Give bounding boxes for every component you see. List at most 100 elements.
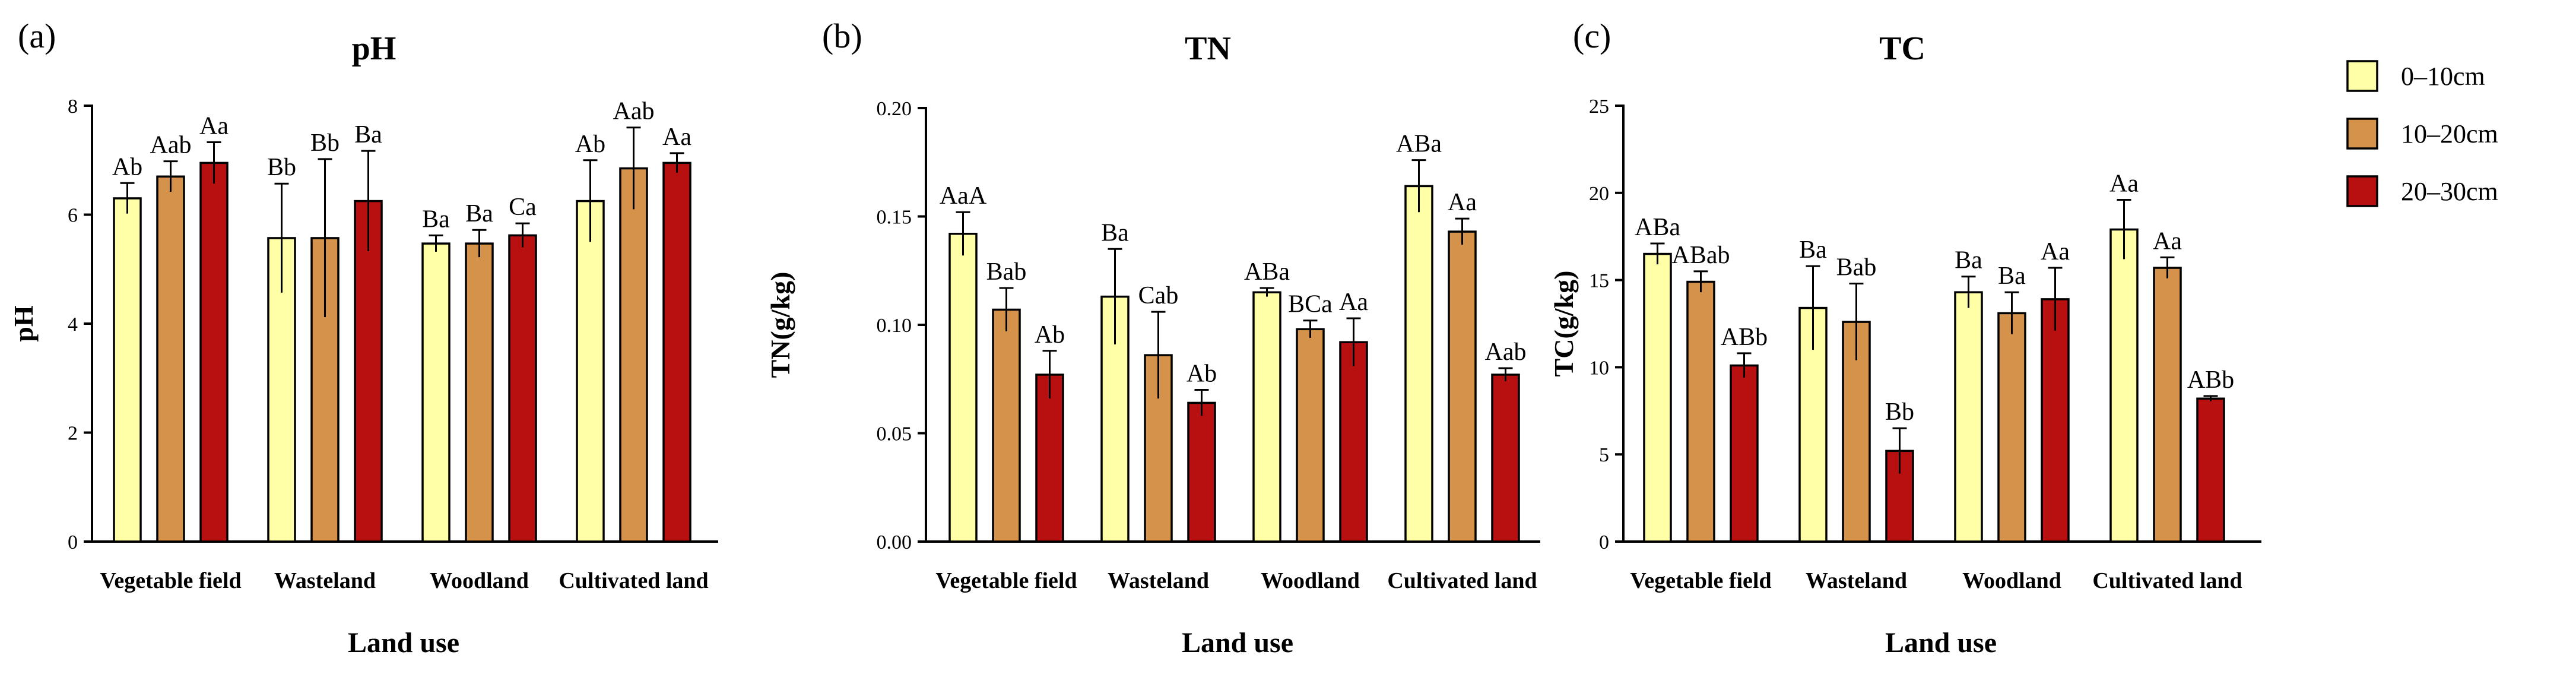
x-axis-label: Land use (348, 627, 459, 659)
bar-0–10cm-Cultivated land (1404, 185, 1433, 543)
y-tick-label: 0.05 (877, 423, 912, 445)
bar-0–10cm-Vegetable field (1643, 252, 1672, 543)
significance-label: Ab (1035, 321, 1065, 349)
legend-swatch (2346, 60, 2378, 92)
bar-10–20cm-Cultivated land (2153, 267, 2182, 543)
x-tick-label: Vegetable field (935, 568, 1077, 593)
legend-label: 0–10cm (2401, 62, 2485, 91)
significance-label: Aa (662, 124, 691, 151)
significance-label: Ba (1955, 247, 1982, 274)
significance-label: Bab (1836, 254, 1877, 281)
significance-label: ABab (1672, 242, 1730, 269)
bar-0–10cm-Vegetable field (948, 232, 978, 543)
significance-label: Bb (310, 129, 340, 157)
significance-label: Aa (2041, 238, 2070, 265)
y-tick-label: 0.20 (877, 98, 912, 120)
y-tick-label: 0 (1599, 531, 1609, 553)
x-tick-label: Woodland (430, 568, 529, 593)
y-tick-label: 0 (68, 531, 78, 553)
bar-20–30cm-Wasteland (1187, 401, 1216, 543)
y-tick-label: 25 (1589, 96, 1609, 118)
y-axis-label: TC(g/kg) (1549, 271, 1579, 377)
significance-label: Ca (509, 194, 537, 221)
bar-20–30cm-Woodland (508, 234, 537, 543)
y-tick-label: 4 (68, 314, 78, 336)
x-tick-label: Wasteland (1108, 568, 1209, 593)
x-axis-label: Land use (1182, 627, 1293, 659)
bar-20–30cm-Woodland (1339, 341, 1368, 543)
bar-0–10cm-Woodland (1252, 291, 1281, 543)
bar-20–30cm-Cultivated land (1491, 374, 1520, 543)
significance-label: Ba (1799, 236, 1827, 264)
x-axis-label: Land use (1885, 627, 1997, 659)
chart-title: pH (352, 30, 396, 67)
x-tick-label: Woodland (1962, 568, 2061, 593)
bar-20–30cm-Cultivated land (2196, 397, 2225, 543)
significance-label: ABb (2187, 366, 2234, 394)
bar-20–30cm-Vegetable field (1730, 364, 1759, 543)
significance-label: Ba (354, 121, 382, 148)
significance-label: Cab (1138, 282, 1179, 309)
x-tick-label: Wasteland (1806, 568, 1907, 593)
chart-title: TN (1185, 30, 1231, 67)
x-tick-label: Woodland (1261, 568, 1360, 593)
y-tick-label: 15 (1589, 270, 1609, 292)
significance-label: Aa (2153, 227, 2182, 255)
bar-10–20cm-Vegetable field (1686, 280, 1715, 543)
significance-label: ABa (1396, 131, 1442, 158)
significance-label: Bb (1885, 398, 1914, 426)
significance-label: Ba (465, 200, 493, 227)
significance-label: ABb (1721, 324, 1768, 351)
significance-label: Ab (575, 131, 605, 158)
significance-label: Aa (1339, 289, 1368, 316)
y-axis-label: pH (8, 305, 39, 342)
significance-label: Aa (2109, 170, 2139, 198)
bar-10–20cm-Woodland (1997, 312, 2026, 543)
bar-10–20cm-Cultivated land (1448, 230, 1477, 543)
y-axis-label: TN(g/kg) (765, 272, 795, 378)
bar-20–30cm-Cultivated land (662, 162, 691, 543)
significance-label: Aab (150, 132, 192, 159)
x-tick-label: Cultivated land (1387, 568, 1537, 593)
y-tick-label: 10 (1589, 357, 1609, 379)
bar-10–20cm-Woodland (1296, 328, 1325, 543)
significance-label: Aa (199, 112, 229, 140)
bar-0–10cm-Wasteland (267, 237, 296, 543)
x-tick-label: Cultivated land (2092, 568, 2242, 593)
y-tick-label: 0.00 (877, 531, 912, 553)
panel-label: (a) (18, 17, 56, 55)
y-tick-label: 0.15 (877, 207, 912, 229)
legend-swatch (2346, 175, 2378, 207)
bar-10–20cm-Vegetable field (156, 175, 185, 543)
significance-label: ABa (1244, 258, 1290, 286)
significance-label: AaA (940, 182, 987, 210)
panel-label: (b) (822, 17, 862, 55)
significance-label: Bb (267, 154, 296, 181)
y-tick-label: 8 (68, 96, 78, 118)
legend-label: 10–20cm (2401, 119, 2498, 148)
x-tick-label: Vegetable field (1630, 568, 1771, 593)
significance-label: Ba (422, 205, 450, 233)
y-tick-label: 5 (1599, 444, 1609, 466)
significance-label: Ab (112, 153, 142, 181)
significance-label: Aab (1485, 338, 1527, 366)
legend: 0–10cm 10–20cm 20–30cm (2346, 60, 2498, 207)
y-tick-label: 0.10 (877, 315, 912, 337)
significance-label: Aa (1448, 189, 1477, 216)
bar-10–20cm-Woodland (465, 242, 494, 543)
x-tick-label: Cultivated land (559, 568, 708, 593)
significance-label: Ba (1101, 219, 1129, 246)
legend-label: 20–30cm (2401, 177, 2498, 206)
panel-label: (c) (1573, 17, 1611, 55)
bar-20–30cm-Wasteland (354, 200, 383, 543)
significance-label: Ba (1998, 262, 2026, 290)
significance-label: BCa (1288, 291, 1333, 318)
bar-20–30cm-Woodland (2041, 298, 2070, 543)
y-tick-label: 2 (68, 423, 78, 445)
significance-label: Ab (1187, 360, 1217, 388)
x-tick-label: Vegetable field (100, 568, 241, 593)
bar-10–20cm-Cultivated land (619, 167, 648, 543)
y-tick-label: 6 (68, 205, 78, 227)
chart-panel-b: (b) TN 0.00 0.05 0.10 0.15 0.20 TN(g/kg) Land us… (765, 17, 1540, 659)
